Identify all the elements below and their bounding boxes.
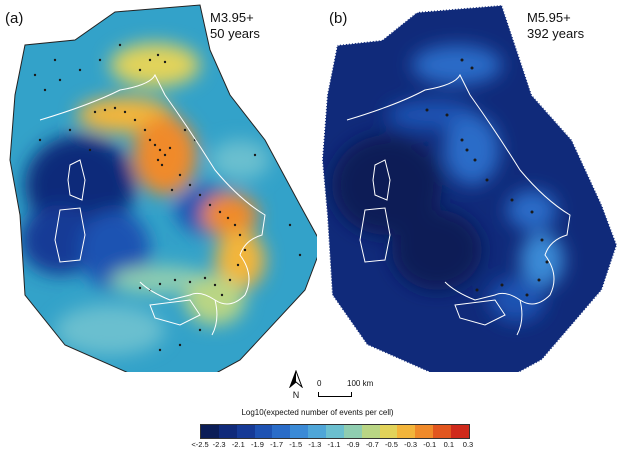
colorbar-swatch <box>290 425 309 438</box>
panel-b-label: (b) <box>329 10 348 27</box>
colorbar-swatch <box>326 425 344 438</box>
panel-b-period: 392 years <box>527 26 585 41</box>
colorbar-swatch <box>433 425 452 438</box>
colorbar-tick-label: -2.1 <box>231 440 245 449</box>
colorbar-swatch <box>272 425 291 438</box>
panel-a-label: (a) <box>5 10 24 27</box>
colorbar-tick-label: -1.9 <box>250 440 264 449</box>
colorbar-tick-label: -0.5 <box>384 440 398 449</box>
grid-boundary-a <box>9 4 317 372</box>
colorbar-tick-label: -0.3 <box>404 440 418 449</box>
map-panel-a: (a) M3.95+ 50 years <box>0 0 317 372</box>
map-panel-b: (b) M5.95+ 392 years <box>317 0 634 372</box>
north-arrow: N <box>285 369 307 400</box>
panel-a-magnitude: M3.95+ <box>210 10 254 25</box>
colorbar-swatch <box>254 425 273 438</box>
scale-distance-label: 100 km <box>347 379 374 388</box>
panel-a-period: 50 years <box>210 26 260 41</box>
colorbar-swatch <box>415 425 434 438</box>
colorbar-tick-label: -0.1 <box>423 440 437 449</box>
colorbar-swatch <box>397 425 416 438</box>
colorbar-tick-label: <-2.5 <box>191 440 209 449</box>
panel-a-caption: M3.95+ 50 years <box>210 10 260 42</box>
coastline-b <box>346 73 571 336</box>
colorbar-tick-label: -0.7 <box>365 440 379 449</box>
colorbar-swatch <box>343 425 362 438</box>
colorbar-swatch <box>361 425 380 438</box>
colorbar-tick-label: -1.3 <box>308 440 322 449</box>
colorbar-swatch <box>451 425 469 438</box>
panel-b-magnitude: M5.95+ <box>527 10 571 25</box>
panel-b-caption: M5.95+ 392 years <box>527 10 584 42</box>
grid-boundary-b <box>321 4 618 372</box>
scale-bar <box>318 392 352 397</box>
north-label: N <box>292 390 300 400</box>
colorbar-swatch <box>379 425 398 438</box>
colorbar-swatch <box>236 425 255 438</box>
colorbar-tick-label: -1.5 <box>289 440 303 449</box>
colorbar-tick-label: -1.7 <box>270 440 284 449</box>
colorbar-swatch <box>201 425 219 438</box>
colorbar-tick-label: -0.9 <box>346 440 360 449</box>
map-legend-scale: N 0 100 km <box>285 369 375 405</box>
colorbar-ticks: <-2.5 -2.3 -2.1 -1.9 -1.7 -1.5 -1.3 -1.1 -0.9 -0.… <box>186 440 486 450</box>
earthquake-dots-b <box>425 58 549 297</box>
coastline-a <box>39 73 266 336</box>
colorbar-title: Log10(expected number of events per cell… <box>241 408 394 417</box>
colorbar-tick-label: -1.1 <box>327 440 341 449</box>
colorbar-tick-label: 0.1 <box>443 440 455 449</box>
north-arrow-icon <box>288 369 304 389</box>
scale-zero-label: 0 <box>317 379 322 388</box>
colorbar <box>200 424 470 439</box>
colorbar-swatch <box>218 425 237 438</box>
colorbar-swatch <box>308 425 327 438</box>
hazard-map-b <box>321 4 618 372</box>
colorbar-tick-label: 0.3 <box>462 440 474 449</box>
earthquake-dots-a <box>33 43 302 352</box>
hazard-map-a <box>9 4 317 372</box>
colorbar-tick-label: -2.3 <box>212 440 226 449</box>
